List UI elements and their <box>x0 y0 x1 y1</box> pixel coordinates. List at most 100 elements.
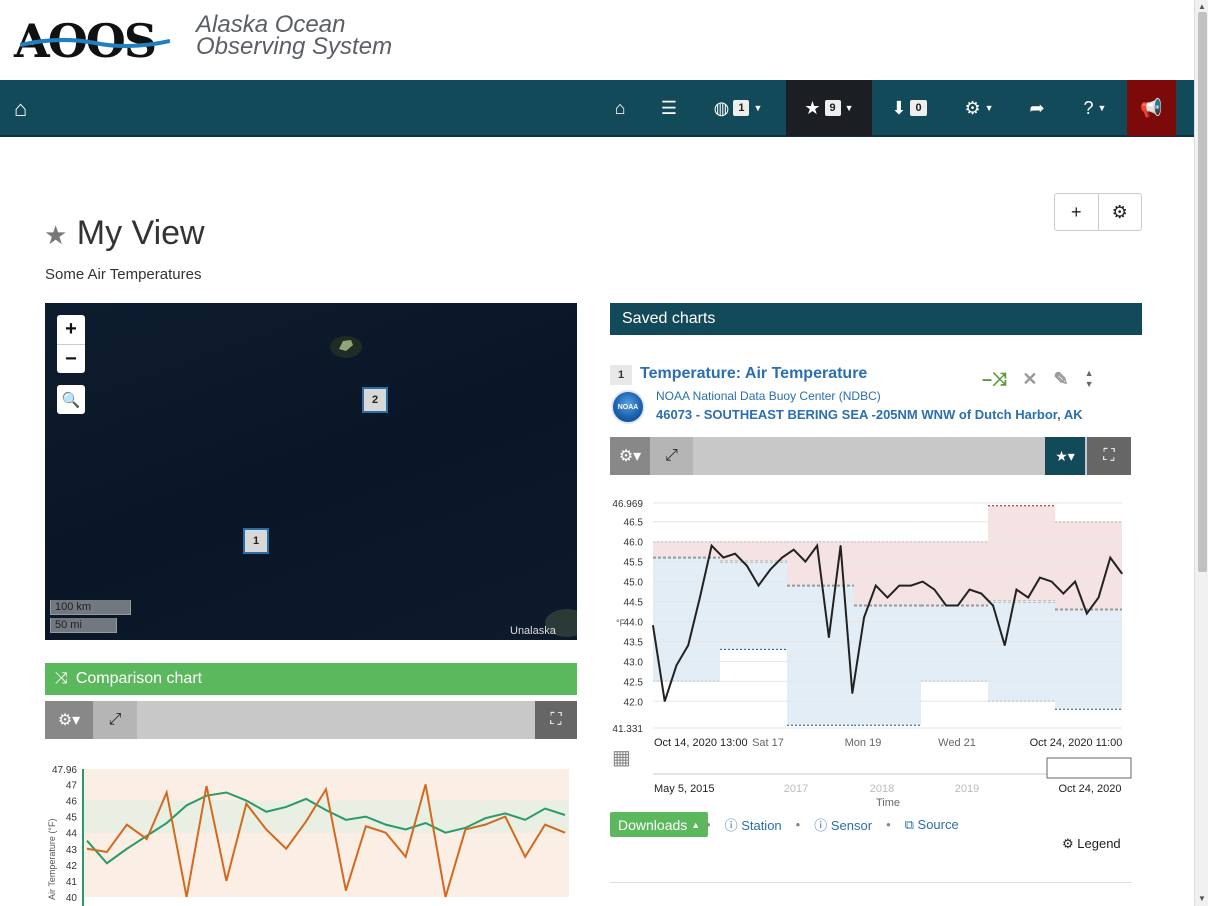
chart-favorite-button[interactable]: ★▾ <box>1045 437 1085 475</box>
saved-charts-header: Saved charts <box>610 303 1142 335</box>
station-marker-2[interactable]: 2 <box>362 387 388 413</box>
upper-band <box>653 541 720 558</box>
chart-actions: –⤨ ✕ ✎ ▲ ▼ <box>982 368 1094 390</box>
navigator-axis-label: Time <box>876 797 900 809</box>
scale-mi: 50 mi <box>50 618 117 633</box>
edit-chart-icon[interactable]: ✎ <box>1053 368 1069 389</box>
legend-button[interactable]: ⚙ Legend <box>1062 836 1121 852</box>
y-tick-label: 43 <box>66 845 78 856</box>
nav-help-button[interactable]: ? ▼ <box>1070 80 1120 136</box>
map-place-label: Unalaska <box>510 625 556 637</box>
data-point <box>781 557 783 559</box>
y-tick-label: 43.5 <box>624 637 644 648</box>
y-tick-label: 46.0 <box>624 538 644 549</box>
downloads-label: Downloads <box>618 816 688 833</box>
data-point <box>816 545 818 547</box>
chart-settings-button[interactable]: ⚙▾ <box>610 437 650 475</box>
data-point <box>1051 580 1053 583</box>
separator: • <box>706 817 711 832</box>
station-link[interactable]: 46073 - SOUTHEAST BERING SEA -205NM WNW … <box>656 407 1083 422</box>
add-to-comparison-icon[interactable]: –⤨ <box>982 368 1007 389</box>
provider-link[interactable]: NOAA National Data Buoy Center (NDBC) <box>656 389 881 403</box>
air-temperature-chart[interactable]: 46.969 46.5 46.0 45.5 45.0 44.5 44.0 43.5 43.0 42… <box>606 490 1142 810</box>
remove-chart-icon[interactable]: ✕ <box>1022 368 1038 389</box>
comparison-fullscreen-button[interactable]: ⛶ <box>535 701 577 739</box>
y-tick-label: 44.5 <box>624 598 644 609</box>
upper-band <box>921 541 988 606</box>
page-title-text: My View <box>76 214 205 252</box>
lower-band <box>854 605 921 726</box>
gear-icon: ⚙ <box>964 97 981 118</box>
star-icon: ★ <box>44 220 68 250</box>
star-icon: ★ <box>804 97 821 118</box>
zoom-box-control: 🔍 <box>57 385 85 414</box>
station-marker-1[interactable]: 1 <box>243 528 269 554</box>
external-link-icon: ⧉ <box>904 816 918 832</box>
nav-catalog-button[interactable]: ☰ <box>652 80 686 136</box>
y-tick-label: 47 <box>66 780 78 791</box>
data-point <box>898 584 900 587</box>
downloads-count-badge: 0 <box>910 100 927 116</box>
data-point <box>1121 572 1123 575</box>
header: AOOS Alaska Ocean Observing System <box>0 0 1194 80</box>
caret-down-icon: ▼ <box>1097 103 1107 113</box>
favorites-count-badge: 9 <box>824 100 841 116</box>
y-tick-label: 40 <box>66 893 78 904</box>
data-point <box>875 584 877 587</box>
reorder-icon[interactable]: ▲ ▼ <box>1084 368 1094 389</box>
page-subtitle: Some Air Temperatures <box>45 266 202 283</box>
comparison-chart-header[interactable]: ⤨ Comparison chart <box>45 663 577 695</box>
separator: • <box>886 817 891 832</box>
navigator-tick-label: 2018 <box>870 783 894 795</box>
zoom-controls: + − <box>57 315 85 373</box>
chart-expand-button[interactable]: ⤢ <box>650 437 693 475</box>
chart-title-link[interactable]: Temperature: Air Temperature <box>640 365 868 382</box>
station-link-button[interactable]: ⓘ Station <box>725 815 782 834</box>
info-icon: ⓘ <box>724 818 742 833</box>
navigator-tick-label: May 5, 2015 <box>654 783 715 795</box>
comparison-chart[interactable]: 47.96 47 46 45 44 43 42 41 40 Air Temperature (°F… <box>45 760 577 906</box>
data-point <box>957 604 959 607</box>
chart-fullscreen-button[interactable]: ⛶ <box>1087 437 1131 475</box>
expand-icon: ⤢ <box>108 711 122 728</box>
source-link-button[interactable]: ⧉ Source <box>905 817 959 833</box>
data-point <box>1004 644 1006 647</box>
page-scrollbar[interactable]: ▲ ▼ <box>1194 0 1208 906</box>
scroll-thumb[interactable] <box>1198 12 1207 572</box>
nav-layers-button[interactable]: ◍ 1 ▼ <box>700 80 776 136</box>
comparison-settings-button[interactable]: ⚙▾ <box>45 701 93 739</box>
noaa-logo: NOAA <box>611 390 645 424</box>
data-point <box>1039 576 1041 579</box>
y-tick-label: 42.0 <box>624 697 644 708</box>
info-icon: ⓘ <box>814 818 831 833</box>
y-tick-label: 45.5 <box>624 558 644 569</box>
sensor-link-button[interactable]: ⓘ Sensor <box>814 815 872 834</box>
view-settings-button[interactable]: ⚙ <box>1097 194 1142 230</box>
scroll-up-icon[interactable]: ▲ <box>1198 2 1206 11</box>
y-tick-label: 43.0 <box>624 657 644 668</box>
zoom-out-button[interactable]: − <box>57 344 85 373</box>
calendar-icon[interactable]: ▦ <box>612 747 631 769</box>
comparison-expand-button[interactable]: ⤢ <box>93 701 137 739</box>
x-tick-label: Wed 21 <box>938 737 976 749</box>
navigator-tick-label: 2019 <box>955 783 979 795</box>
add-button[interactable]: + <box>1055 194 1098 230</box>
y-tick-label: 47.96 <box>52 765 77 776</box>
gear-icon: ⚙ <box>1111 201 1128 222</box>
nav-announcements-button[interactable]: 📢 <box>1127 80 1176 136</box>
zoom-in-button[interactable]: + <box>65 318 77 340</box>
nav-home-button[interactable]: ⌂ <box>604 80 636 136</box>
scroll-down-icon[interactable]: ▼ <box>1198 894 1206 903</box>
saved-chart-toolbar: ⚙▾ ⤢ ★▾ ⛶ <box>610 437 1131 475</box>
downloads-button[interactable]: Downloads ▲ <box>610 812 709 837</box>
nav-favorites-button[interactable]: ★ 9 ▼ <box>786 80 872 136</box>
zoom-search-icon[interactable]: 🔍 <box>61 391 81 409</box>
x-tick-label: Sat 17 <box>752 737 784 749</box>
home-icon[interactable]: ⌂ <box>14 96 28 121</box>
nav-settings-button[interactable]: ⚙ ▼ <box>954 80 1004 136</box>
map-land <box>330 336 577 637</box>
nav-downloads-button[interactable]: ⬇ 0 <box>880 80 938 136</box>
map[interactable]: + − 🔍 2 1 100 km 50 mi Unalaska <box>45 303 577 640</box>
nav-share-button[interactable]: ➦ <box>1020 80 1054 136</box>
upper-band <box>1055 521 1122 610</box>
